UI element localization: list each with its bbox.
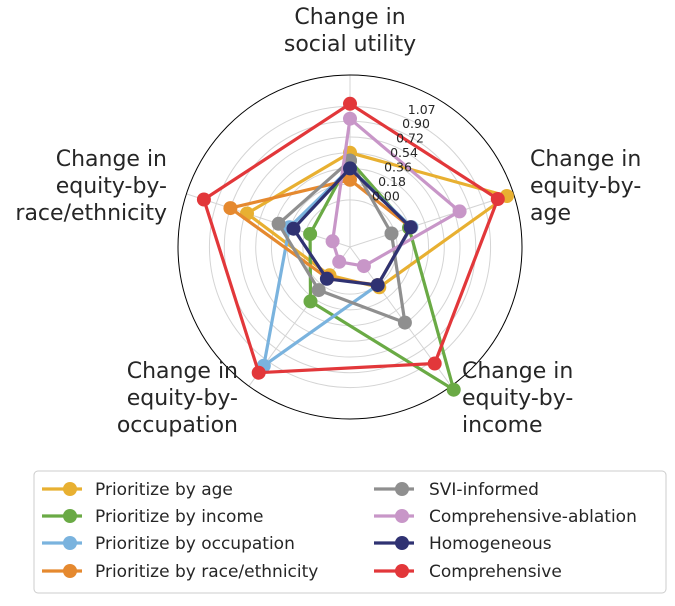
legend: Prioritize by age Prioritize by income Pri… — [33, 470, 667, 594]
outer-frame — [177, 74, 523, 420]
legend-item-0: Prioritize by age — [42, 480, 233, 500]
series-6-point-3 — [319, 271, 334, 286]
legend-label-7: Comprehensive — [429, 562, 562, 582]
legend-label-5: Comprehensive-ablation — [429, 507, 637, 527]
axis-title-0: Change in social utility — [284, 5, 416, 57]
series-4-point-1 — [384, 226, 399, 241]
tick-label-1: 0.18 — [378, 174, 406, 189]
axis-title-4-line-1: equity-by- — [56, 174, 167, 199]
series-3-point-0 — [343, 172, 357, 187]
legend-label-3: Prioritize by race/ethnicity — [95, 562, 318, 582]
series-6-point-4 — [286, 221, 301, 236]
spoke-4 — [186, 193, 351, 248]
series-6 — [286, 161, 418, 293]
series-1-point-4 — [303, 227, 318, 241]
series-5-point-0 — [343, 111, 357, 126]
series-5-point-3 — [332, 254, 347, 269]
axis-title-2-line-2: income — [462, 413, 543, 438]
series-line-6 — [291, 166, 413, 287]
series-4-point-4 — [271, 216, 286, 231]
axis-title-1-line-2: age — [530, 201, 571, 226]
series-4 — [271, 153, 412, 330]
axis-title-3-line-2: occupation — [117, 413, 238, 438]
axis-title-1-line-0: Change in — [530, 147, 641, 172]
legend-item-7: Comprehensive — [374, 562, 562, 582]
series-6-point-1 — [403, 220, 418, 235]
tick-labels: 0.000.180.360.540.720.901.07 — [372, 102, 436, 203]
series-6-point-2 — [370, 278, 385, 293]
axis-title-1: Change in equity-by-age — [530, 147, 641, 226]
legend-box — [33, 470, 667, 594]
series-5-point-4 — [325, 234, 340, 249]
axis-title-3: Change in equity-by-occupation — [117, 359, 238, 438]
legend-swatch-marker-1 — [63, 509, 77, 523]
legend-swatch-marker-5 — [395, 509, 409, 523]
series-6-point-0 — [343, 161, 357, 176]
series-line-4 — [277, 159, 407, 325]
series-line-5 — [331, 117, 462, 268]
axis-title-1-line-1: equity-by- — [530, 174, 641, 199]
series-1-point-2 — [446, 382, 461, 397]
legend-item-6: Homogeneous — [374, 534, 552, 554]
legend-item-1: Prioritize by income — [42, 507, 263, 527]
legend-label-4: SVI-informed — [429, 480, 539, 500]
legend-label-6: Homogeneous — [429, 534, 552, 554]
legend-swatch-marker-2 — [63, 536, 77, 550]
series-1-point-3 — [303, 294, 318, 309]
axis-title-3-line-0: Change in — [127, 359, 238, 384]
axis-title-4: Change in equity-by-race/ethnicity — [15, 147, 167, 226]
axis-title-2-line-1: equity-by- — [462, 386, 573, 411]
axis-title-3-line-1: equity-by- — [127, 386, 238, 411]
series-7-point-4 — [196, 192, 211, 207]
series-line-7 — [202, 102, 500, 375]
axis-title-4-line-0: Change in — [56, 147, 167, 172]
series-7-point-3 — [251, 365, 266, 380]
series-3-point-4 — [223, 201, 238, 216]
tick-label-4: 0.72 — [396, 130, 424, 145]
legend-label-1: Prioritize by income — [95, 507, 263, 527]
axis-title-2-line-0: Change in — [462, 359, 573, 384]
legend-swatch-marker-0 — [63, 482, 77, 496]
tick-label-6: 1.07 — [408, 102, 436, 117]
legend-swatch-marker-6 — [395, 536, 409, 550]
series-5 — [325, 111, 467, 274]
legend-item-5: Comprehensive-ablation — [374, 507, 637, 527]
legend-swatch-marker-7 — [395, 564, 409, 578]
legend-item-4: SVI-informed — [374, 480, 539, 500]
series-7 — [196, 96, 505, 380]
series-5-point-1 — [452, 204, 467, 219]
legend-item-2: Prioritize by occupation — [42, 534, 295, 554]
tick-label-5: 0.90 — [402, 116, 430, 131]
axis-title-4-line-2: race/ethnicity — [15, 201, 167, 226]
axis-title-2: Change in equity-by-income — [462, 359, 573, 438]
series-7-point-0 — [343, 96, 357, 111]
axis-title-0-line-1: social utility — [284, 32, 416, 57]
series-4-point-2 — [397, 315, 412, 330]
series-4-point-3 — [311, 283, 326, 298]
tick-label-3: 0.54 — [390, 145, 418, 160]
tick-label-2: 0.36 — [384, 159, 412, 174]
legend-swatch-marker-3 — [63, 564, 77, 578]
legend-item-3: Prioritize by race/ethnicity — [42, 562, 318, 582]
series-7-point-1 — [490, 192, 505, 206]
axis-title-0-line-0: Change in — [294, 5, 405, 30]
series-7-point-2 — [427, 356, 442, 371]
series-5-point-2 — [356, 259, 371, 274]
tick-label-0: 0.00 — [372, 188, 400, 203]
legend-label-0: Prioritize by age — [95, 480, 233, 500]
legend-label-2: Prioritize by occupation — [95, 534, 295, 554]
legend-swatch-marker-4 — [395, 482, 409, 496]
series-layer — [196, 96, 514, 397]
spoke-1 — [349, 193, 514, 248]
